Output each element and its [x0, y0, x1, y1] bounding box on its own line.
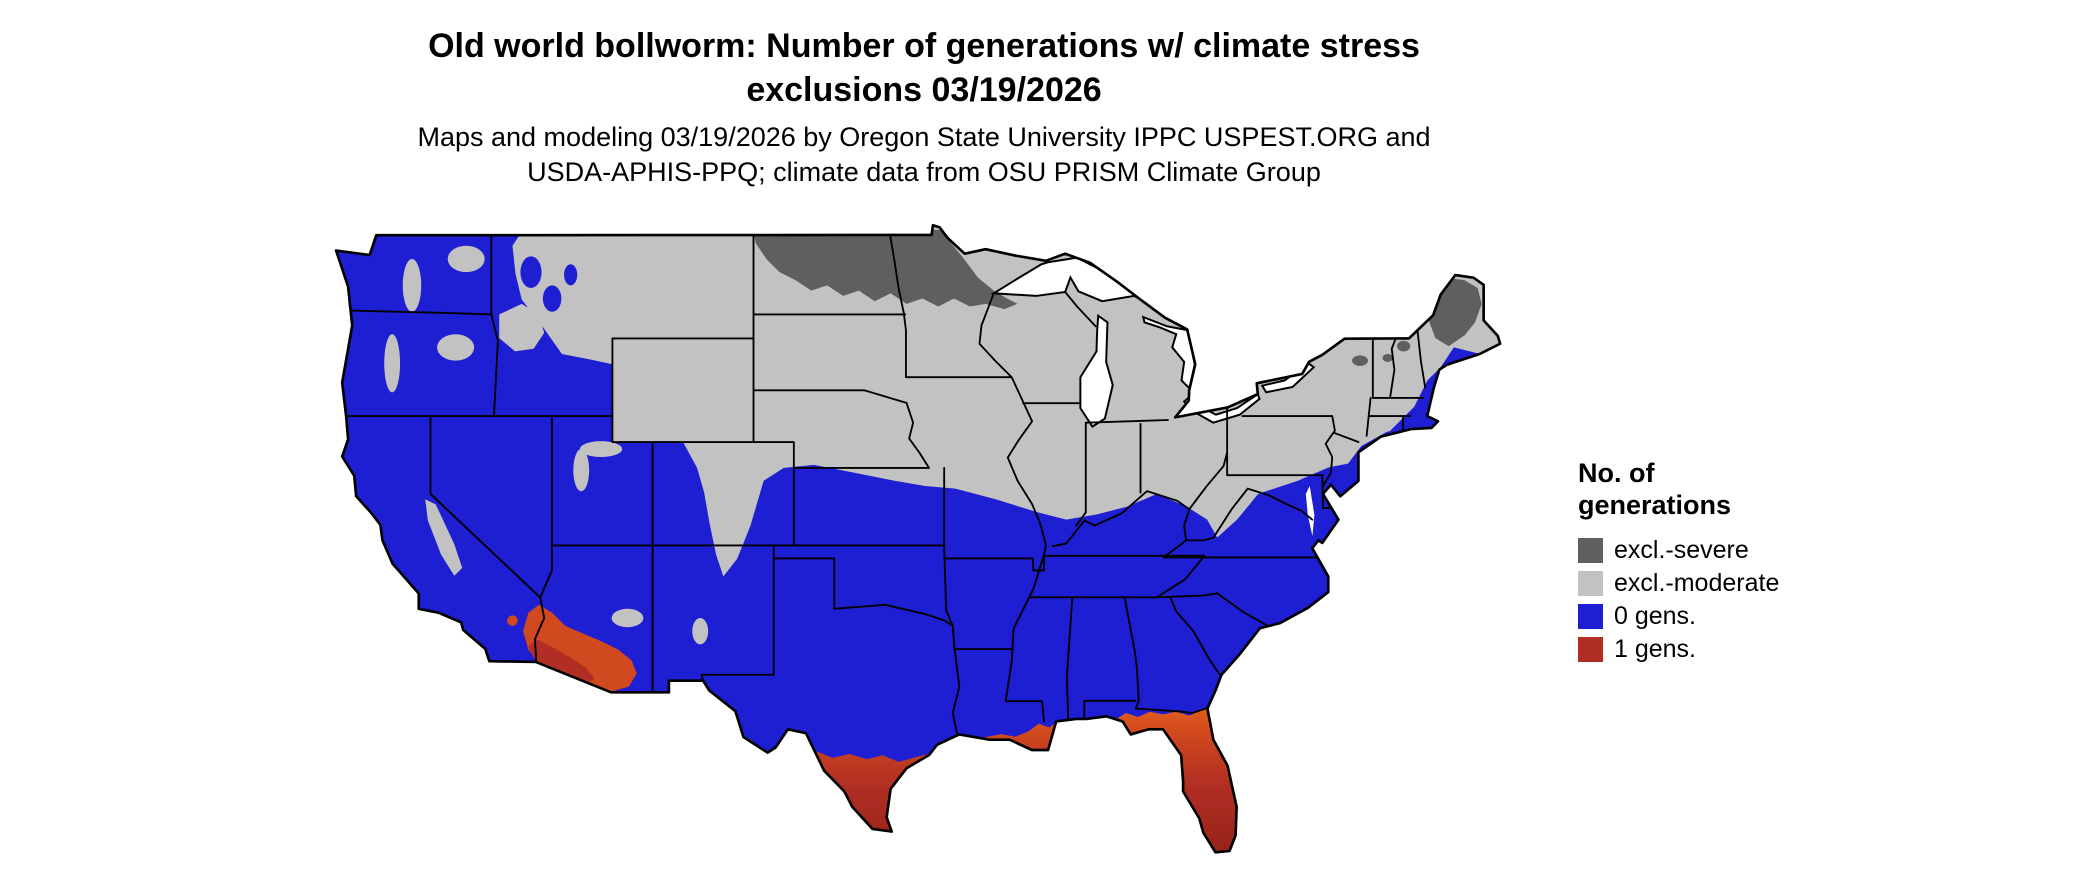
- legend-item-0-gens: 0 gens.: [1578, 600, 1779, 633]
- legend-swatch-1-gens-icon: [1578, 636, 1603, 662]
- us-map-svg: [334, 223, 1502, 854]
- region-excl-severe-upper-midwest: [753, 229, 1018, 310]
- lake-michigan: [1079, 313, 1114, 428]
- region-excl-moderate-mogollon: [611, 608, 644, 628]
- legend-swatch-excl-severe: [1578, 537, 1603, 563]
- region-excl-moderate-wasatch: [573, 449, 590, 492]
- legend-swatch-excl-moderate: [1578, 570, 1603, 596]
- legend-swatch-1-gens: [1578, 636, 1603, 662]
- us-map: [330, 222, 1520, 882]
- map-title-line1: Old world bollworm: Number of generation…: [428, 27, 1420, 65]
- map-title: Old world bollworm: Number of generation…: [0, 24, 1848, 112]
- legend-swatch-0-gens: [1578, 603, 1603, 629]
- region-excl-moderate-sacramento-mtns: [692, 618, 709, 645]
- map-subtitle: Maps and modeling 03/19/2026 by Oregon S…: [0, 120, 1848, 190]
- state-borders: [340, 234, 1427, 736]
- region-excl-moderate-uinta: [579, 441, 623, 457]
- legend-item-1-gens: 1 gens.: [1578, 633, 1779, 666]
- map-subtitle-line2: USDA-APHIS-PPQ; climate data from OSU PR…: [527, 157, 1321, 188]
- lake-huron: [1141, 315, 1196, 391]
- legend-title-line1: No. of: [1578, 458, 1655, 488]
- region-excl-moderate-idaho: [499, 303, 545, 352]
- region-excl-severe-vt: [1382, 354, 1394, 362]
- region-0-gens-mt-valley-3: [564, 264, 578, 286]
- legend-title-line2: generations: [1578, 489, 1732, 520]
- legend-title: No. of generations: [1578, 458, 1779, 522]
- map-legend: No. of generations excl.-severe excl.-mo…: [1578, 458, 1779, 666]
- legend-swatch-excl-moderate-icon: [1578, 570, 1603, 596]
- region-1-gens-salton: [507, 615, 518, 626]
- legend-label-1-gens: 1 gens.: [1614, 634, 1697, 663]
- legend-label-excl-severe: excl.-severe: [1614, 535, 1749, 564]
- legend-swatch-0-gens-icon: [1578, 603, 1603, 629]
- region-excl-severe-adirondacks: [1352, 355, 1368, 366]
- region-excl-moderate-sierra: [425, 499, 463, 576]
- region-excl-severe-nh: [1397, 340, 1411, 352]
- region-excl-moderate-ne-washington: [447, 245, 485, 273]
- legend-label-excl-moderate: excl.-moderate: [1614, 568, 1780, 597]
- region-excl-moderate-blue-mountains: [437, 334, 475, 361]
- us-outline: [334, 223, 1502, 854]
- map-subtitle-line1: Maps and modeling 03/19/2026 by Oregon S…: [417, 122, 1431, 152]
- legend-label-0-gens: 0 gens.: [1614, 601, 1697, 630]
- region-0-gens-mt-valley-1: [520, 256, 542, 288]
- region-excl-moderate-wa-cascades: [402, 258, 422, 312]
- map-title-line2: exclusions 03/19/2026: [746, 71, 1102, 110]
- region-excl-moderate-or-cascades: [384, 334, 401, 393]
- legend-item-excl-moderate: excl.-moderate: [1578, 567, 1779, 600]
- chesapeake-bay: [1305, 486, 1315, 537]
- region-0-gens-mt-valley-2: [542, 285, 562, 312]
- region-1-gens-southwest-core: [528, 639, 595, 687]
- region-1-gens-nm-bootheel: [671, 681, 682, 692]
- legend-item-excl-severe: excl.-severe: [1578, 534, 1779, 567]
- legend-swatch-excl-severe-icon: [1578, 537, 1603, 563]
